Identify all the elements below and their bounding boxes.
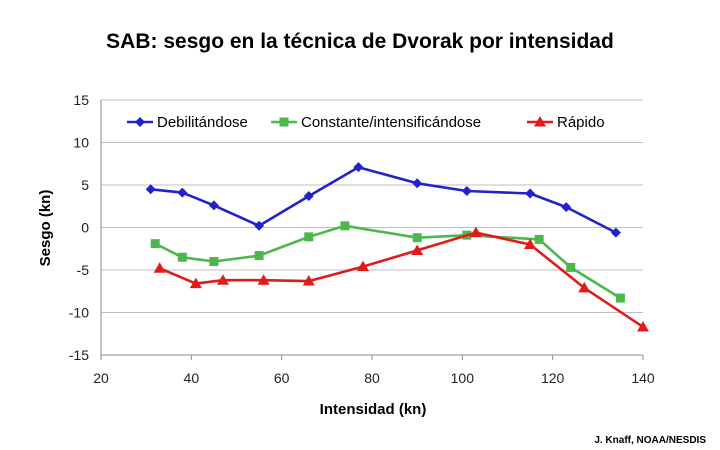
data-point — [254, 220, 265, 231]
credit-text: J. Knaff, NOAA/NESDIS — [594, 435, 706, 446]
legend-label: Debilitándose — [157, 114, 248, 131]
data-point — [150, 239, 160, 249]
data-point — [304, 232, 314, 242]
data-point — [153, 262, 166, 273]
data-point — [412, 233, 422, 243]
y-tick-label: 15 — [73, 92, 89, 108]
legend-marker — [135, 117, 145, 127]
x-tick-label: 20 — [93, 370, 109, 386]
x-tick-label: 140 — [631, 370, 655, 386]
y-tick-label: 5 — [81, 177, 89, 193]
series-1 — [145, 162, 621, 238]
data-point — [578, 281, 591, 293]
x-tick-label: 100 — [451, 370, 475, 386]
legend-item: Debilitándose — [127, 114, 248, 131]
chart-title: SAB: sesgo en la técnica de Dvorak por i… — [106, 30, 614, 53]
y-tick-label: 0 — [81, 220, 89, 236]
legend-marker — [534, 116, 546, 127]
data-point — [525, 188, 536, 199]
data-point — [412, 178, 423, 189]
series-line — [150, 165, 617, 234]
axes: -15 -10 -5 0 5 10 15 20 40 60 80 100 120 140 — [69, 92, 655, 386]
data-point — [610, 227, 621, 238]
data-point — [353, 162, 364, 173]
x-tick-label: 80 — [364, 370, 380, 386]
data-point — [216, 274, 229, 285]
data-point — [615, 293, 625, 303]
data-point — [303, 191, 314, 202]
data-point — [208, 200, 219, 211]
legend-item: Constante/intensificándose — [271, 114, 481, 131]
data-point — [356, 260, 369, 272]
y-tick-label: -10 — [69, 305, 89, 321]
legend-label: Rápido — [557, 114, 605, 131]
data-point — [302, 275, 315, 286]
y-tick-label: -5 — [77, 262, 90, 278]
data-point — [524, 238, 537, 249]
grid-lines — [101, 99, 643, 356]
x-tick-label: 60 — [274, 370, 290, 386]
data-point — [177, 252, 187, 262]
data-point — [411, 244, 424, 255]
data-point — [340, 221, 350, 231]
data-point — [177, 187, 188, 198]
data-point — [637, 320, 649, 332]
data-point — [469, 226, 482, 238]
data-point — [209, 257, 219, 266]
data-point — [566, 262, 576, 272]
series-3 — [153, 226, 649, 332]
y-axis-title: Sesgo (kn) — [37, 190, 54, 267]
data-point — [257, 274, 270, 285]
y-tick-label: 10 — [73, 135, 89, 151]
x-tick-label: 40 — [184, 370, 200, 386]
data-point — [254, 251, 264, 261]
legend-item: Rápido — [527, 114, 605, 131]
data-point — [145, 184, 156, 195]
x-axis-title: Intensidad (kn) — [320, 401, 427, 418]
data-point — [461, 185, 472, 196]
legend-label: Constante/intensificándose — [301, 114, 481, 131]
x-tick-label: 120 — [541, 370, 565, 386]
data-point — [189, 277, 202, 289]
legend: Debilitándose Constante/intensificándose R… — [127, 114, 605, 131]
series-lines — [145, 162, 649, 332]
data-point — [561, 202, 572, 213]
data-point — [534, 234, 544, 244]
legend-marker — [279, 117, 289, 127]
y-tick-label: -15 — [69, 347, 89, 363]
